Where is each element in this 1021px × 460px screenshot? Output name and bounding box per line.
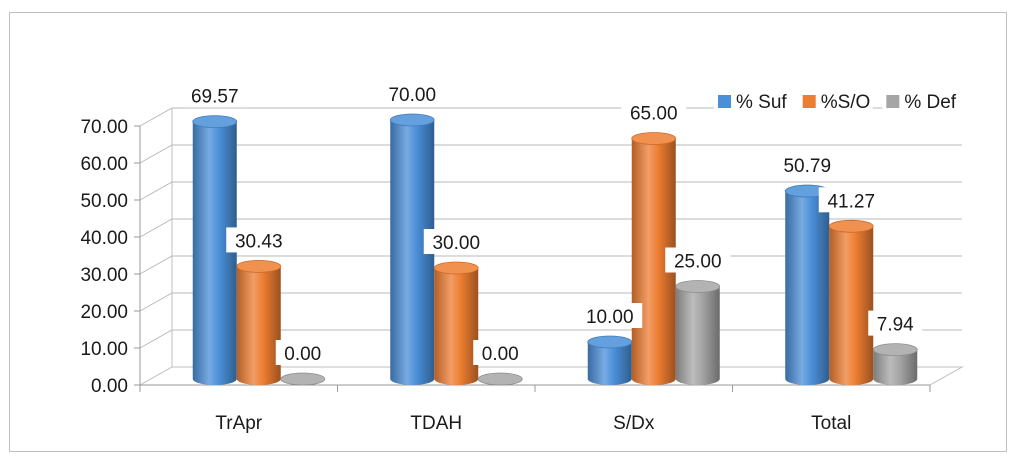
- y-tick-label: 10.00: [80, 339, 128, 360]
- bar-top: [280, 372, 326, 386]
- x-tick-label: TDAH: [410, 413, 462, 434]
- bar-total-series1: [784, 184, 830, 386]
- bar-sdx-series1: [587, 335, 633, 386]
- legend-label: %S/O: [821, 92, 871, 113]
- data-label-box: [774, 152, 840, 178]
- x-tick-label: Total: [811, 413, 851, 434]
- bar-trapr-series1: [192, 115, 238, 386]
- bar-trapr-series2: [236, 260, 282, 386]
- data-label-box: [182, 82, 248, 108]
- data-label-box: [423, 229, 489, 254]
- bar-body: [829, 226, 874, 386]
- data-label: 0.00: [284, 344, 321, 365]
- bar-top: [192, 115, 238, 128]
- x-axis: TrApr TDAH S/Dx Total: [139, 384, 931, 434]
- bar-body: [390, 120, 435, 386]
- data-label-box: [665, 247, 731, 273]
- data-label-box: [473, 340, 528, 365]
- legend-swatch: [886, 95, 900, 108]
- x-tick-label: TrApr: [215, 413, 262, 434]
- y-tick-label: 30.00: [80, 265, 128, 286]
- bar-body: [873, 349, 918, 386]
- data-label: 7.94: [877, 315, 914, 336]
- data-label: 41.27: [827, 191, 875, 212]
- data-label-box: [577, 303, 643, 328]
- data-label-box: [868, 310, 923, 336]
- legend-label: % Suf: [736, 92, 787, 113]
- bar-tdah-series2: [433, 261, 479, 386]
- bar-tdah-series1: [389, 113, 435, 386]
- legend-item: % Suf: [714, 89, 799, 115]
- bar-top: [872, 343, 918, 357]
- legend-item: %S/O: [798, 89, 873, 115]
- legend-label: % Def: [904, 92, 956, 113]
- bar-top: [236, 260, 282, 273]
- bar-top: [477, 372, 523, 386]
- y-tick-label: 60.00: [80, 154, 128, 175]
- data-label: 50.79: [783, 156, 831, 177]
- bar-top: [675, 280, 721, 293]
- data-label: 0.00: [482, 344, 519, 365]
- y-axis: 0.00 10.00 20.00 30.00 40.00 50.00 60.00 70.00: [80, 117, 141, 397]
- bar-body: [192, 121, 237, 386]
- y-tick-label: 0.00: [91, 376, 128, 397]
- gridline: [139, 144, 962, 164]
- bar-top: [587, 335, 633, 349]
- gridline: [139, 181, 962, 201]
- bar-total-series3: [872, 343, 918, 386]
- bar-tdah-series3: [477, 372, 523, 386]
- data-label: 69.57: [191, 87, 239, 108]
- y-tick-label: 50.00: [80, 191, 128, 212]
- legend-swatch: [802, 95, 816, 108]
- bar-top: [631, 132, 677, 145]
- data-label: 10.00: [586, 307, 634, 328]
- bar-top: [389, 113, 435, 127]
- legend-item: % Def: [882, 89, 968, 115]
- data-label: 25.00: [674, 252, 722, 273]
- y-tick-label: 20.00: [80, 302, 128, 323]
- x-tick-label: S/Dx: [613, 413, 655, 434]
- data-label-box: [379, 81, 445, 106]
- data-label: 65.00: [630, 104, 678, 125]
- bar-body: [631, 138, 676, 386]
- bar-total-series2: [828, 219, 874, 386]
- bar-trapr-series3: [280, 372, 326, 386]
- bar-body: [587, 342, 632, 386]
- gridline: [139, 218, 962, 238]
- bar-sdx-series2: [631, 132, 677, 386]
- data-label-box: [818, 187, 884, 213]
- data-label: 30.43: [235, 231, 283, 252]
- bars: [192, 113, 918, 386]
- legend-swatch: [718, 95, 731, 108]
- bar-body: [434, 268, 479, 386]
- y-tick-label: 70.00: [80, 117, 128, 138]
- bar-top: [828, 219, 874, 233]
- data-label-box: [275, 340, 330, 365]
- bar-top: [433, 261, 479, 275]
- data-label-box: [226, 227, 292, 253]
- bar-body: [675, 286, 720, 386]
- gridlines: [139, 107, 962, 349]
- legend: % Suf %S/O % Def: [714, 89, 968, 115]
- data-label: 70.00: [388, 85, 436, 106]
- y-tick-label: 40.00: [80, 228, 128, 249]
- data-label: 30.00: [432, 233, 480, 254]
- bar-sdx-series3: [675, 280, 721, 386]
- gridline: [139, 107, 962, 127]
- bar-body: [785, 191, 830, 386]
- data-labels: 69.57 30.43 0.00 70.00 30.00 0.00 10.00 65.00 25…: [182, 81, 923, 365]
- bar-body: [236, 266, 281, 386]
- data-label-box: [621, 99, 687, 125]
